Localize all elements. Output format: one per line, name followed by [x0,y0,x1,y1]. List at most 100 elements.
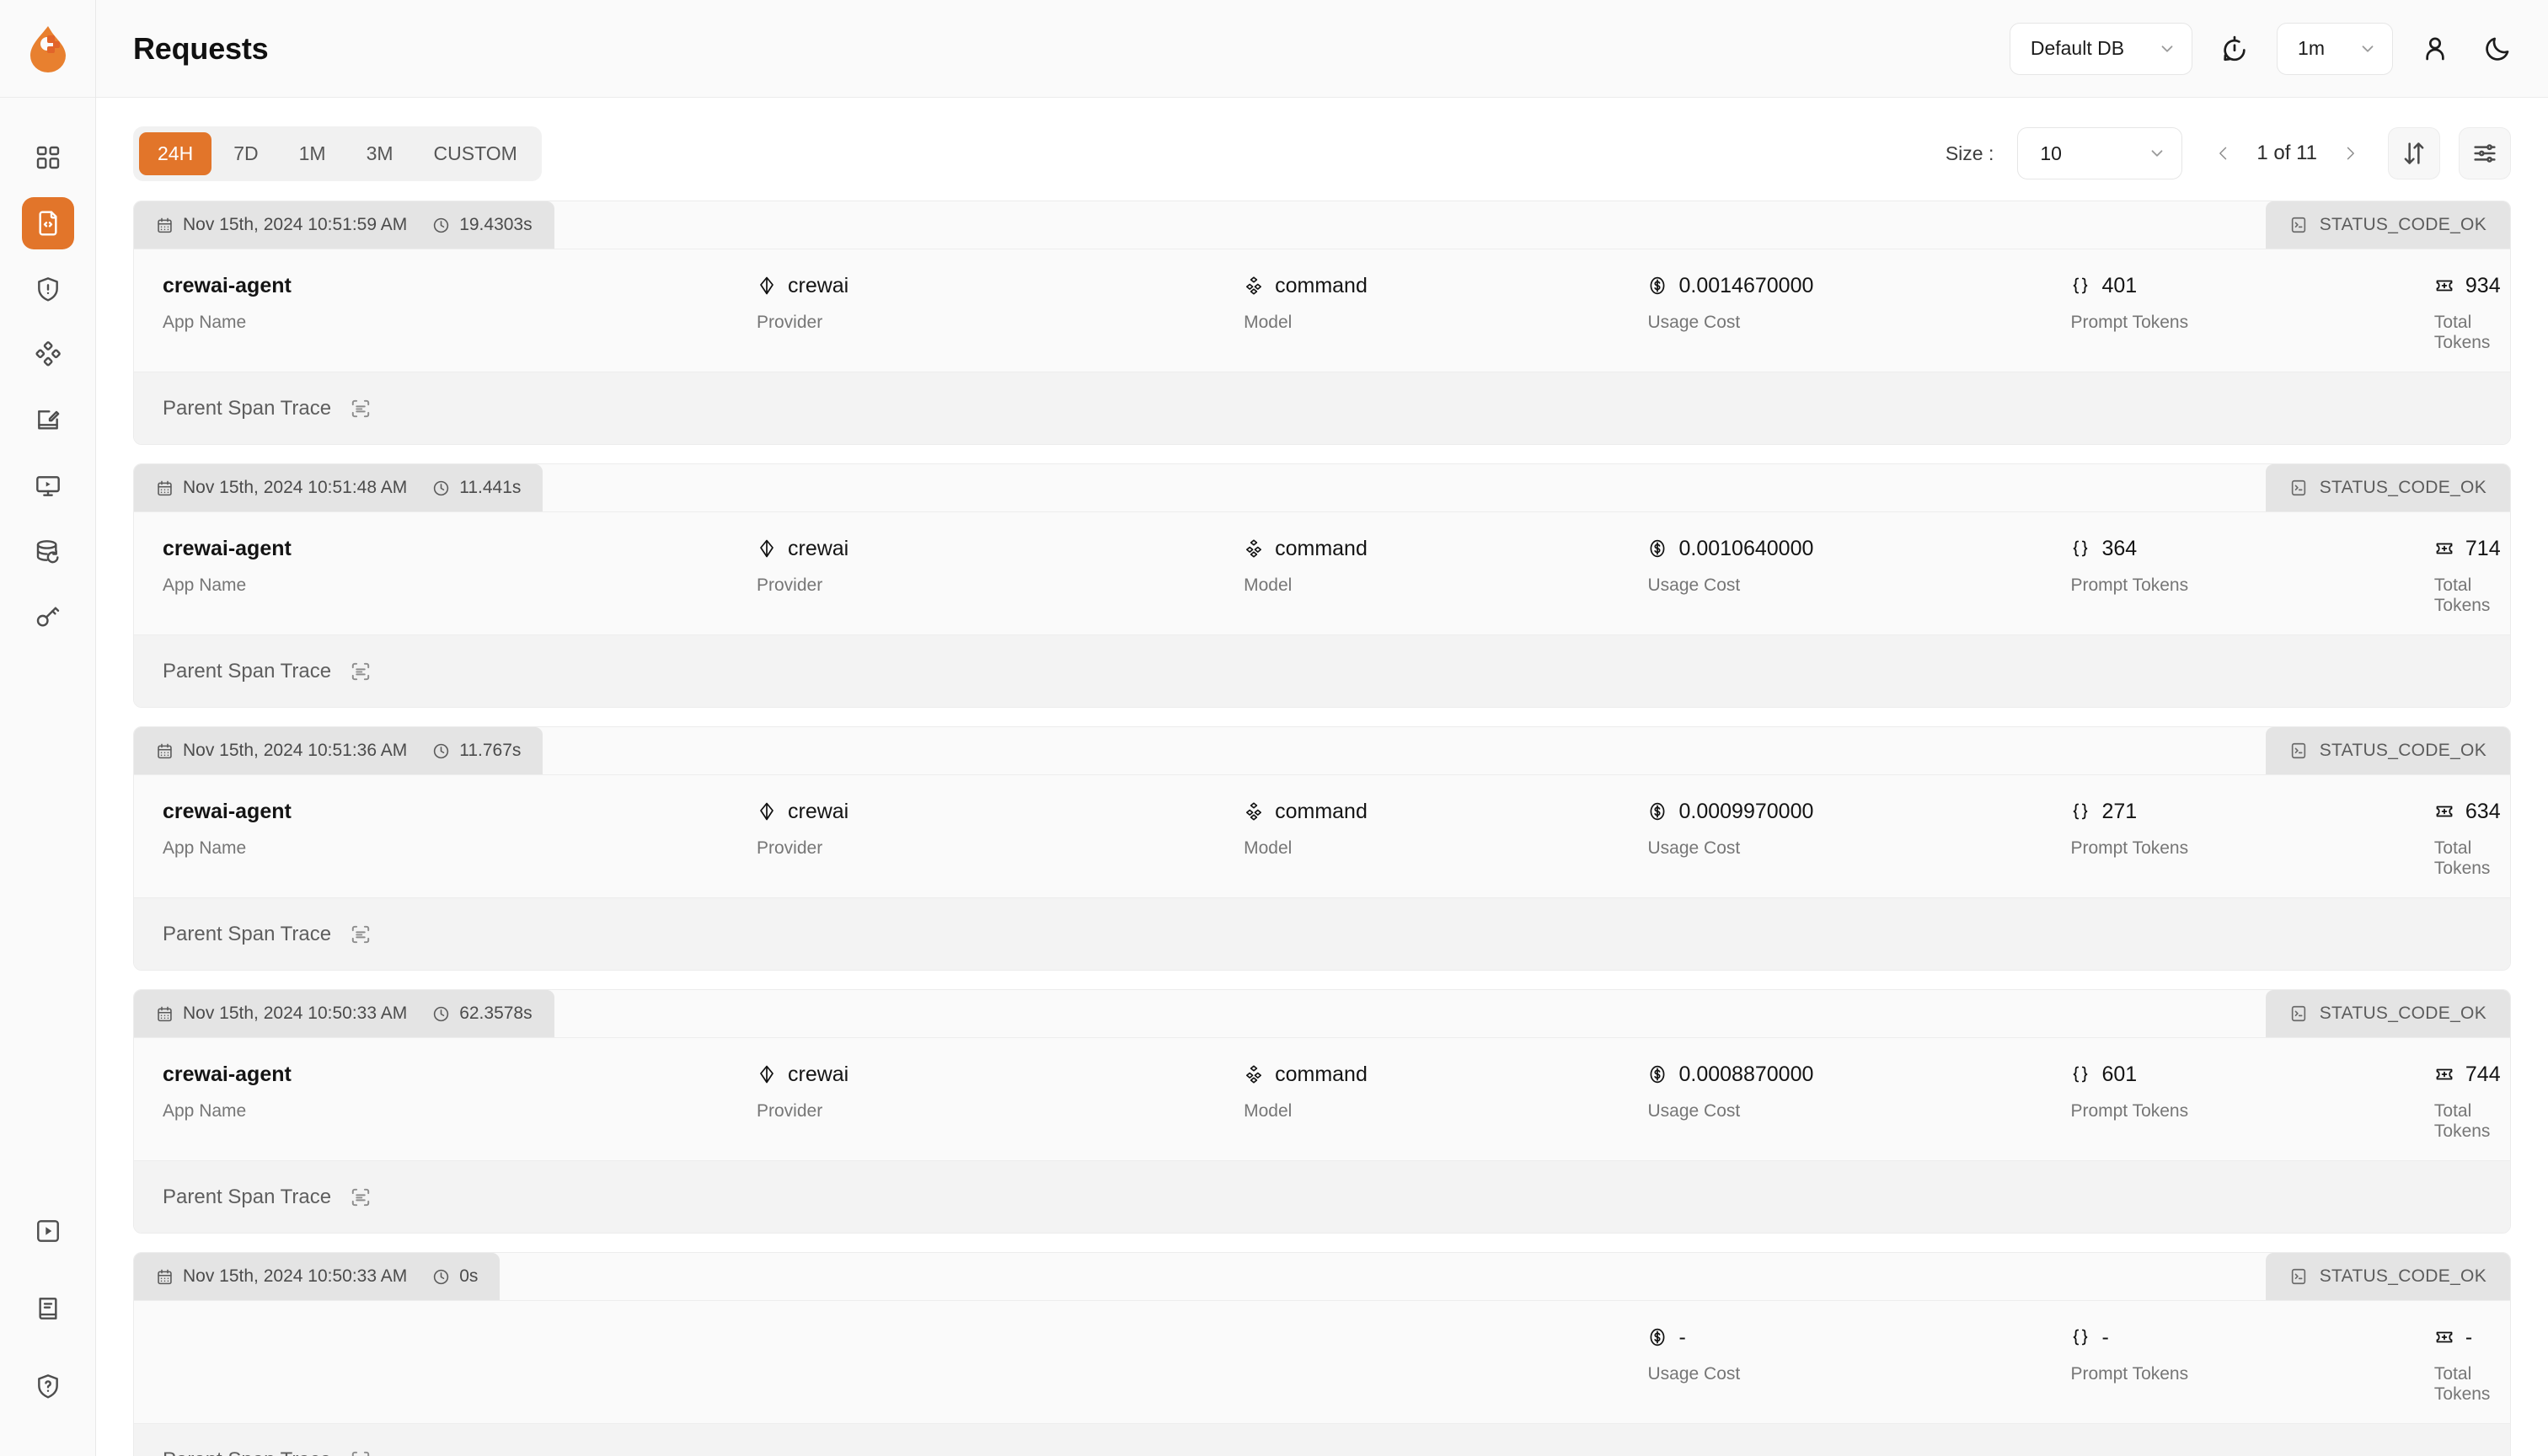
pagination-controls: Size : 10 1 of 11 [1946,127,2511,179]
sidebar-item-exceptions[interactable] [22,263,74,315]
cubes-icon [1246,276,1262,295]
pager: 1 of 11 [2213,139,2361,168]
request-date: Nov 15th, 2024 10:51:48 AM [156,478,407,498]
page-size-value: 10 [2040,142,2062,164]
metric-label: Total Tokens [2433,1101,2491,1141]
metric-value: 364 [2101,536,2138,560]
metric-value-wrap: 364 [2070,534,2405,563]
metric-prompt-tokens: 271 Prompt Tokens [2042,797,2405,879]
parent-span-trace-row[interactable]: Parent Span Trace [134,1160,2510,1233]
prev-page-button[interactable] [2213,139,2235,168]
header-spacer [554,990,2266,1037]
sidebar-item-api-keys[interactable] [22,592,74,644]
page-title: Requests [133,30,269,66]
metric-value-wrap: 0.0010640000 [1647,534,2042,563]
sidebar-item-documentation[interactable] [22,1282,74,1335]
trace-scan-icon [351,399,370,417]
metric-value: 0.0009970000 [1678,799,1814,823]
terminal-icon [2291,479,2305,496]
metric-value: crewai [788,1062,849,1086]
metric-value-wrap: 714 [2434,534,2510,563]
metric-prompt-tokens: 601 Prompt Tokens [2042,1060,2405,1142]
database-select[interactable]: Default DB [2009,22,2193,75]
header-spacer [554,201,2266,249]
time-range-tab-1m[interactable]: 1M [298,142,326,164]
prompt-edit-icon [37,410,59,430]
request-card[interactable]: Nov 15th, 2024 10:51:48 AM 11.441s STATU… [133,463,2511,708]
time-range-tab-custom[interactable]: CUSTOM [433,142,517,164]
clock-icon [434,1269,449,1284]
request-duration: 11.767s [432,741,521,761]
request-meta-chip: Nov 15th, 2024 10:51:48 AM 11.441s [134,464,543,511]
page-size-label: Size : [1945,142,1994,164]
profile-button[interactable] [2415,29,2455,69]
request-meta-chip: Nov 15th, 2024 10:51:59 AM 19.4303s [134,201,554,249]
trace-scan-icon [351,1188,370,1206]
sidebar-item-playground[interactable] [22,460,74,512]
sidebar-item-prompt-hub[interactable] [22,394,74,447]
request-card[interactable]: Nov 15th, 2024 10:51:36 AM 11.767s STATU… [133,726,2511,971]
request-date-text: Nov 15th, 2024 10:51:36 AM [183,741,408,760]
request-duration-text: 62.3578s [459,1004,533,1023]
metric-label: Total Tokens [2433,838,2491,878]
request-card[interactable]: Nov 15th, 2024 10:51:59 AM 19.4303s STAT… [133,201,2511,445]
metric-value-wrap: 0.0008870000 [1647,1060,2042,1089]
sidebar-item-demo[interactable] [22,1205,74,1257]
metric-model: command Model [1215,271,1619,353]
metric-label: Total Tokens [2433,575,2491,615]
sidebar-item-traces[interactable] [22,329,74,381]
metric-value-wrap: 634 [2434,797,2510,826]
metric-model: command Model [1215,534,1619,616]
crewai-diamond-icon [760,276,774,295]
metric-label: Usage Cost [1647,1364,1741,1384]
metric-total-tokens: 744 Total Tokens [2406,1060,2510,1142]
terminal-icon [2291,742,2305,759]
request-card-header: Nov 15th, 2024 10:51:36 AM 11.767s STATU… [134,727,2510,774]
request-card-header: Nov 15th, 2024 10:51:59 AM 19.4303s STAT… [134,201,2510,249]
request-card-body: crewai-agent App Name crewai Provider [134,249,2510,372]
sidebar-item-support[interactable] [22,1360,74,1412]
status-badge: STATUS_CODE_OK [2265,201,2510,249]
request-card[interactable]: Nov 15th, 2024 10:50:33 AM 62.3578s STAT… [133,989,2511,1234]
header-spacer [543,464,2265,511]
calendar-icon [158,1269,172,1284]
user-icon [2426,36,2444,60]
interval-select[interactable]: 1m [2277,22,2393,75]
parent-span-trace-row[interactable]: Parent Span Trace [134,897,2510,970]
timer-refresh-icon [2224,35,2246,61]
page-size-select[interactable]: 10 [2017,127,2183,179]
metric-provider: crewai Provider [728,797,1215,879]
cubes-icon [1246,1065,1262,1084]
time-range-tab-7d[interactable]: 7D [233,142,259,164]
time-range-tab-24h[interactable]: 24H [139,131,212,175]
metric-value: crewai-agent [163,1062,292,1086]
metric-value-wrap: command [1244,271,1619,300]
theme-toggle-button[interactable] [2477,29,2518,69]
app-logo[interactable] [0,0,95,98]
sidebar-item-vault[interactable] [22,526,74,578]
metric-label: Provider [757,313,823,332]
time-range-tab-3m[interactable]: 3M [366,142,393,164]
request-card-header: Nov 15th, 2024 10:50:33 AM 62.3578s STAT… [134,990,2510,1037]
main-area: Requests Default DB 1m [96,0,2548,1456]
metric-value: crewai-agent [163,536,292,560]
content-area: 24H 7D 1M 3M CUSTOM Size : 10 [96,98,2548,1456]
token-icon [2436,543,2453,554]
metric-usage-cost: 0.0008870000 Usage Cost [1619,1060,2042,1142]
header-spacer [543,727,2265,774]
parent-span-trace-row[interactable]: Parent Span Trace [134,372,2510,444]
parent-span-trace-label: Parent Span Trace [163,1185,332,1208]
request-card-body: crewai-agent App Name crewai Provider [134,774,2510,897]
next-page-button[interactable] [2339,139,2361,168]
sidebar-item-dashboard[interactable] [22,131,74,184]
parent-span-trace-label: Parent Span Trace [163,396,332,420]
parent-span-trace-row[interactable]: Parent Span Trace [134,1423,2510,1456]
filter-button[interactable] [2459,127,2511,179]
request-card[interactable]: Nov 15th, 2024 10:50:33 AM 0s STATUS_COD… [133,1252,2511,1456]
sort-button[interactable] [2388,127,2440,179]
refresh-interval-button[interactable] [2214,29,2255,69]
metric-value-wrap: crewai [757,271,1215,300]
parent-span-trace-row[interactable]: Parent Span Trace [134,634,2510,707]
sidebar-item-requests[interactable] [21,197,74,249]
request-duration-text: 19.4303s [459,215,533,234]
